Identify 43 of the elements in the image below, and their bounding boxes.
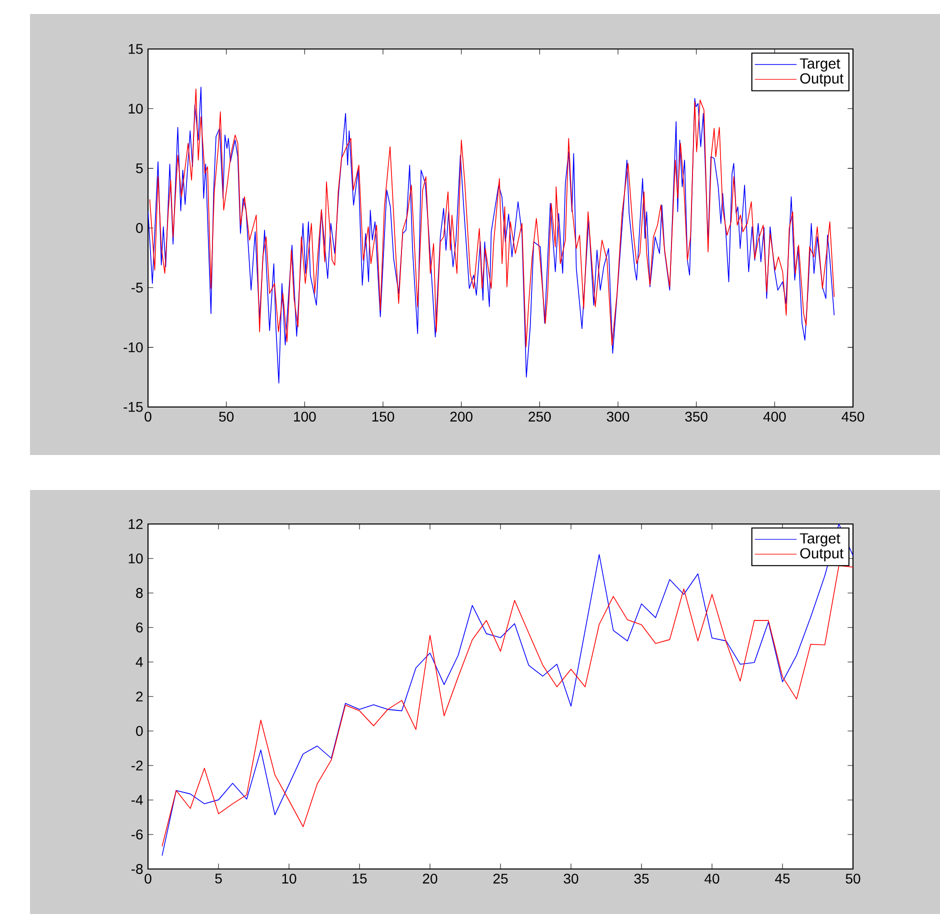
x-tick-label: 0 xyxy=(144,874,152,884)
x-tick-label: 0 xyxy=(144,412,152,422)
y-tick-label: -10 xyxy=(124,342,143,352)
y-tick-label: 10 xyxy=(128,104,143,114)
y-tick-label: -6 xyxy=(131,830,143,840)
x-tick-label: 200 xyxy=(450,412,472,422)
y-tick-label: 4 xyxy=(136,657,143,667)
legend-label: Output xyxy=(800,73,844,86)
x-tick-label: 20 xyxy=(422,874,438,884)
y-tick-label: -2 xyxy=(131,760,143,770)
y-tick-label: 8 xyxy=(136,588,143,598)
y-tick-label: 15 xyxy=(128,44,143,54)
x-tick-label: 50 xyxy=(846,874,860,884)
x-tick-label: 15 xyxy=(352,874,367,884)
y-tick-label: 10 xyxy=(128,554,143,564)
y-tick-label: 5 xyxy=(136,163,143,174)
y-tick-label: -5 xyxy=(131,282,143,293)
x-tick-label: 35 xyxy=(634,874,649,884)
x-tick-label: 400 xyxy=(763,412,786,422)
x-tick-label: 25 xyxy=(493,874,508,884)
y-tick-label: 0 xyxy=(136,223,143,233)
x-tick-label: 250 xyxy=(528,412,551,422)
y-tick-label: -8 xyxy=(131,864,143,874)
y-tick-label: 12 xyxy=(128,519,143,529)
x-tick-label: 5 xyxy=(215,874,222,884)
x-tick-label: 450 xyxy=(842,412,864,422)
x-tick-label: 40 xyxy=(704,874,720,884)
y-tick-label: -15 xyxy=(124,402,143,412)
x-tick-label: 300 xyxy=(606,412,630,422)
y-tick-label: 2 xyxy=(136,692,143,702)
x-tick-label: 350 xyxy=(685,412,708,422)
legend-label: Target xyxy=(800,533,840,546)
x-tick-label: 10 xyxy=(282,874,296,884)
y-tick-label: 6 xyxy=(136,622,143,632)
y-tick-label: 0 xyxy=(136,726,143,736)
x-tick-label: 50 xyxy=(219,412,234,422)
y-tick-label: -4 xyxy=(131,795,143,805)
x-tick-label: 150 xyxy=(372,412,394,422)
legend-label: Target xyxy=(800,58,840,72)
x-tick-label: 45 xyxy=(775,874,790,884)
x-tick-label: 100 xyxy=(294,412,316,422)
x-tick-label: 30 xyxy=(564,874,578,884)
legend-label: Output xyxy=(800,548,844,562)
